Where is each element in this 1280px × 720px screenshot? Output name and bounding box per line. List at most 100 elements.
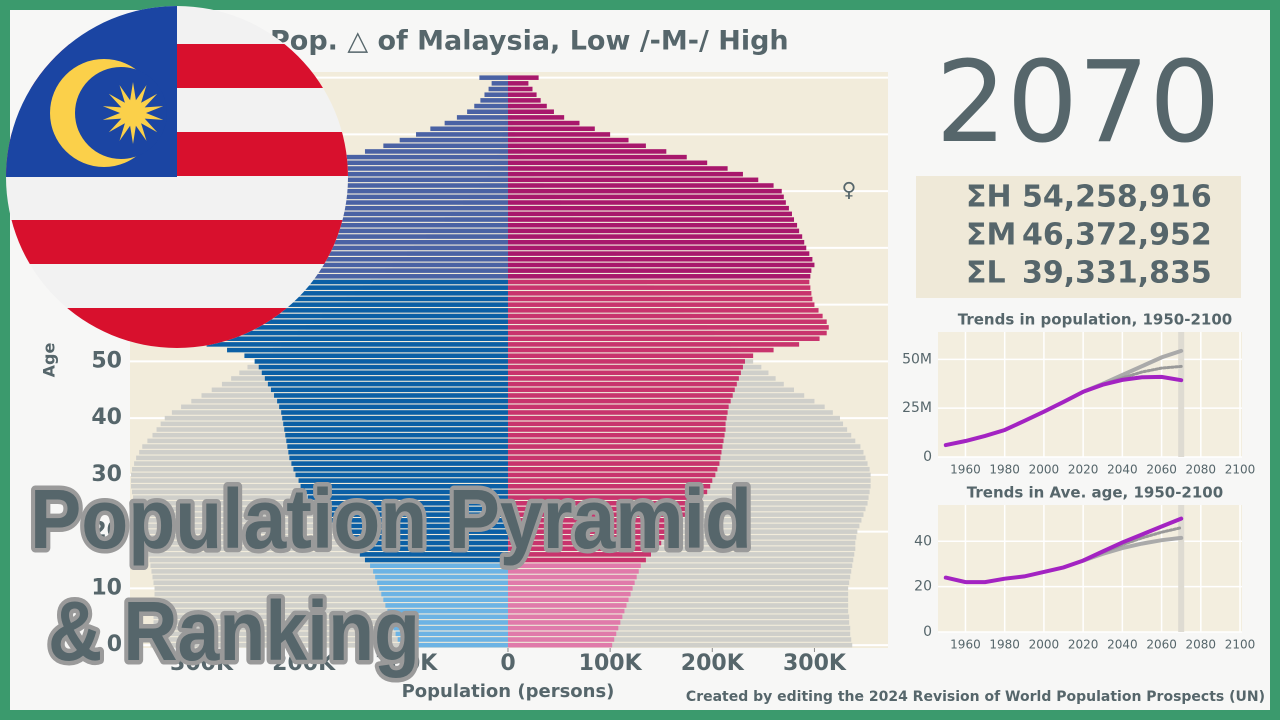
bar [254, 359, 508, 364]
bar [479, 75, 508, 80]
bar [507, 364, 743, 370]
bar [293, 466, 508, 472]
bar [154, 586, 508, 591]
bar [208, 279, 508, 285]
bar [507, 75, 539, 80]
bar [507, 421, 726, 427]
bar [277, 398, 508, 404]
bar [290, 171, 508, 177]
bar [507, 546, 657, 551]
bar [317, 506, 508, 512]
bar [507, 591, 631, 597]
bar [207, 274, 508, 279]
bar [507, 200, 786, 205]
bar [507, 535, 667, 540]
bar [507, 637, 615, 642]
flag-stripe [6, 220, 348, 264]
bar [507, 489, 708, 495]
bar [153, 614, 508, 620]
bar [507, 291, 812, 296]
x-tick-label: 2100 [1225, 638, 1256, 652]
bar [507, 591, 849, 597]
x-tick-label: 2000 [1029, 463, 1060, 477]
trend-line [943, 516, 1184, 585]
bar [244, 194, 508, 200]
bar [385, 603, 508, 608]
x-tick-label: 300K [170, 651, 234, 676]
bar [507, 631, 851, 637]
bar [207, 285, 508, 290]
x-tick-label: 2000 [1029, 638, 1060, 652]
bar [375, 574, 508, 580]
x-tick-label: 1960 [950, 463, 981, 477]
bar [507, 535, 857, 540]
total-value: 46,372,952 [1022, 218, 1212, 253]
bar [507, 580, 635, 586]
flag-star [102, 82, 164, 144]
bar [206, 342, 508, 347]
trend-line [943, 374, 1184, 448]
bar [283, 421, 508, 427]
bar [507, 563, 853, 568]
bar [195, 313, 508, 319]
bar [221, 228, 508, 234]
bar [507, 608, 849, 614]
bar [397, 637, 508, 642]
bar [507, 81, 529, 86]
bar [153, 620, 508, 625]
x-tick-label: 1980 [989, 463, 1020, 477]
y-tick-label: 40 [914, 533, 932, 549]
bar [507, 347, 774, 353]
flag [6, 6, 348, 348]
bar [338, 529, 508, 534]
bar [507, 325, 829, 330]
bar [507, 461, 720, 466]
bar [507, 466, 718, 472]
bar [300, 483, 508, 489]
bar [285, 432, 508, 438]
bar [373, 569, 508, 574]
bar [346, 154, 508, 160]
y-tick-label: 0 [923, 449, 932, 465]
bar [507, 177, 759, 183]
totals-box [916, 176, 1241, 298]
bar [507, 92, 537, 97]
x-tick-label: 100K [374, 651, 438, 676]
bar [288, 449, 508, 455]
bar [507, 137, 629, 143]
bar [507, 415, 727, 421]
x-tick-label: 200K [681, 651, 745, 676]
bar [399, 137, 508, 143]
bar [507, 257, 813, 262]
bar [507, 166, 728, 171]
bar [507, 620, 850, 625]
bar [507, 614, 850, 620]
bar [151, 637, 508, 642]
bar [507, 444, 723, 449]
bar [507, 251, 810, 256]
bar [289, 455, 508, 461]
bar [507, 557, 854, 563]
bar [507, 120, 580, 126]
bar [507, 171, 743, 177]
bar [507, 603, 627, 608]
bar [399, 642, 508, 648]
bar [291, 461, 508, 466]
bar [507, 625, 619, 631]
bar [391, 620, 508, 625]
bar [354, 546, 508, 551]
x-tick-label: 1960 [950, 638, 981, 652]
bar [189, 325, 508, 330]
bar [154, 591, 508, 597]
bar [507, 637, 852, 642]
bar [191, 330, 508, 336]
bar [507, 86, 533, 92]
bar [364, 149, 508, 154]
bar [270, 387, 508, 393]
bar [507, 529, 858, 534]
total-value: 39,331,835 [1022, 256, 1212, 291]
bar [507, 410, 728, 415]
bar [507, 302, 815, 307]
bar [507, 115, 565, 120]
